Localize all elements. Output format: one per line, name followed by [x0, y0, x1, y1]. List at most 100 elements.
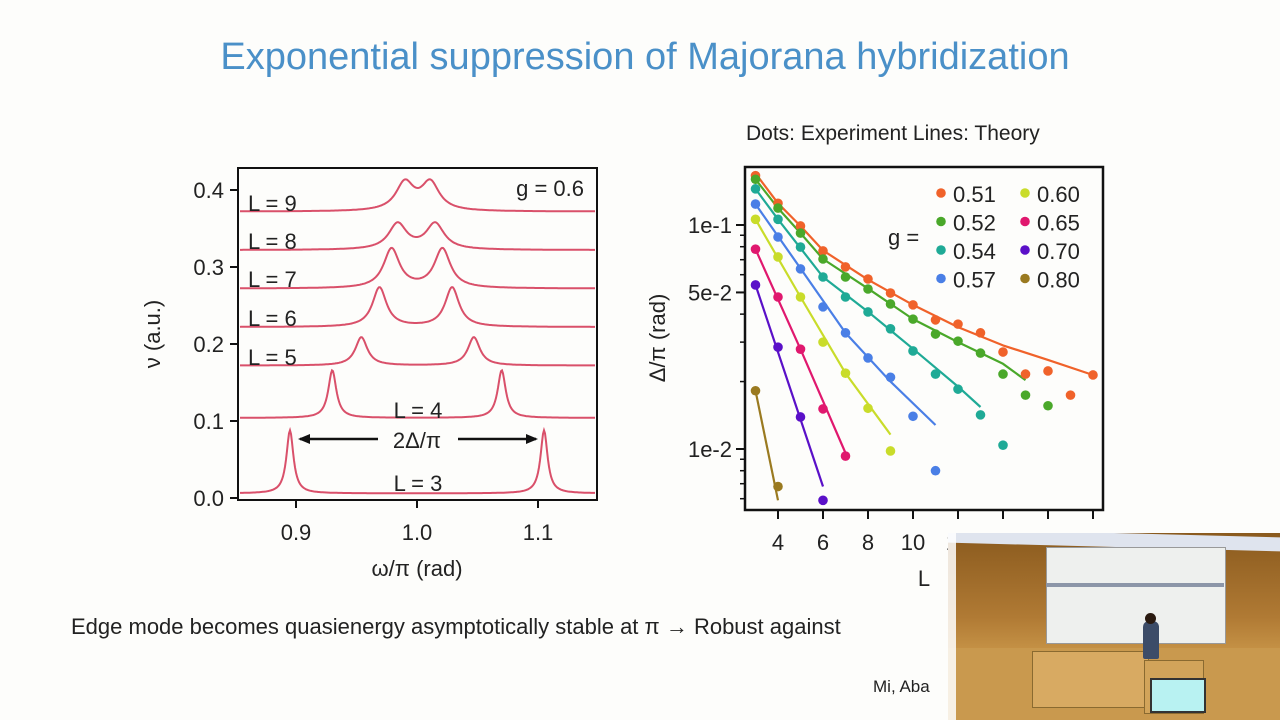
- data-point-g0.57: [818, 302, 828, 312]
- video-speaker-head: [1145, 613, 1156, 624]
- data-point-g0.57: [885, 372, 896, 383]
- data-point-g0.51: [795, 221, 806, 231]
- data-point-g0.60: [840, 368, 851, 378]
- data-point-g0.52: [818, 254, 828, 264]
- data-point-g0.60: [885, 446, 896, 456]
- data-point-g0.57: [908, 411, 918, 422]
- arrowhead-right: [526, 434, 538, 444]
- video-desk: [1032, 651, 1149, 708]
- data-point-g0.52: [840, 272, 851, 282]
- legend-label: 0.80: [1037, 268, 1080, 293]
- data-point-g0.51: [1088, 370, 1098, 380]
- data-point-g0.51: [908, 300, 918, 310]
- data-point-g0.51: [840, 262, 851, 272]
- x-tick-label: 10: [901, 530, 925, 555]
- video-whiteboard-rail: [1046, 583, 1224, 587]
- data-point-g0.57: [773, 232, 783, 242]
- series-label: L = 7: [248, 267, 297, 292]
- legend-marker: [936, 273, 946, 284]
- data-point-g0.52: [1043, 400, 1053, 411]
- theory-line-0.80: [754, 390, 780, 501]
- spectrum-line-6: [239, 285, 595, 328]
- data-point-g0.54: [998, 440, 1008, 450]
- data-point-g0.51: [1043, 366, 1053, 376]
- data-point-g0.70: [795, 412, 806, 422]
- x-tick-label: 1.0: [402, 520, 433, 545]
- y-tick-label: 0.4: [193, 178, 224, 203]
- y-tick-label: 1e-2: [688, 437, 732, 462]
- plot-frame: [743, 165, 1105, 512]
- data-point-g0.52: [773, 203, 783, 213]
- legend-label: 0.54: [953, 239, 996, 264]
- data-point-g0.52: [930, 329, 941, 339]
- data-point-g0.65: [750, 244, 761, 254]
- video-monitor: [1150, 678, 1206, 713]
- x-tick-label: 1.1: [523, 520, 554, 545]
- legend-marker: [1020, 216, 1030, 227]
- legend-label: 0.51: [953, 182, 996, 207]
- series-label: L = 6: [248, 306, 297, 331]
- citation: Mi, Aba: [873, 677, 930, 696]
- legend-title: g =: [888, 225, 919, 250]
- x-tick-label: 8: [862, 530, 874, 555]
- video-speaker: [1143, 621, 1159, 659]
- legend-marker: [1020, 188, 1030, 198]
- data-point-g0.57: [840, 328, 851, 338]
- data-point-g0.57: [750, 199, 761, 209]
- series-label: L = 9: [248, 191, 297, 216]
- splitting-chart: 1e-15e-21e-24681012141618LΔ/π (rad)g =0.…: [645, 165, 1105, 591]
- y-tick-label: 0.3: [193, 255, 224, 280]
- series-label: L = 8: [248, 229, 297, 254]
- data-point-g0.51: [998, 347, 1008, 357]
- legend-label: 0.65: [1037, 211, 1080, 236]
- data-point-g0.52: [908, 314, 918, 324]
- data-point-g0.54: [953, 384, 963, 394]
- x-axis-label: L: [918, 566, 930, 591]
- spectrum-line-4: [240, 368, 595, 419]
- legend-label: 0.57: [953, 268, 996, 293]
- data-point-g0.54: [863, 307, 873, 317]
- x-tick-label: 0.9: [281, 520, 312, 545]
- data-point-g0.54: [795, 242, 806, 252]
- data-point-g0.52: [975, 348, 986, 358]
- data-point-g0.60: [795, 292, 806, 302]
- x-tick-label: 4: [772, 530, 784, 555]
- data-point-g0.54: [750, 184, 761, 194]
- data-point-g0.52: [885, 299, 896, 309]
- data-point-g0.54: [975, 410, 986, 420]
- data-point-g0.51: [863, 274, 873, 284]
- data-point-g0.54: [818, 272, 828, 282]
- data-point-g0.52: [998, 369, 1008, 379]
- y-tick-label: 0.0: [193, 486, 224, 511]
- legend-marker: [1020, 245, 1030, 255]
- data-point-g0.65: [840, 451, 851, 461]
- spectrum-line-5: [240, 335, 595, 367]
- legend-marker: [1020, 273, 1030, 284]
- data-point-g0.51: [885, 288, 896, 298]
- data-point-g0.52: [953, 336, 963, 346]
- data-point-g0.65: [818, 404, 828, 414]
- theory-line-0.70: [754, 284, 825, 487]
- data-point-g0.54: [885, 324, 896, 334]
- slide-title: Exponential suppression of Majorana hybr…: [220, 36, 1070, 78]
- data-point-g0.70: [818, 495, 828, 506]
- data-point-g0.60: [863, 403, 873, 414]
- slide-caption: Edge mode becomes quasienergy asymptotic…: [71, 614, 841, 639]
- legend-marker: [936, 188, 946, 198]
- data-point-g0.80: [773, 481, 783, 492]
- speaker-video-inset: [948, 533, 1280, 720]
- spectrum-line-3: [240, 426, 595, 495]
- video-border: [948, 533, 956, 720]
- data-point-g0.80: [750, 385, 761, 396]
- data-point-g0.57: [795, 264, 806, 274]
- legend-label: 0.70: [1037, 239, 1080, 264]
- y-tick-label: 5e-2: [688, 280, 732, 305]
- data-point-g0.51: [953, 319, 963, 329]
- data-point-g0.51: [930, 315, 941, 325]
- spectra-chart: L = 3 L = 4 L = 5 L = 6 L = 7 L = 8 L = 9 g = 0…: [140, 167, 598, 581]
- y-axis-label: ν (a.u.): [140, 300, 165, 368]
- g-annotation: g = 0.6: [516, 176, 584, 201]
- x-tick-label: 6: [817, 530, 829, 555]
- gap-annotation: 2Δ/π: [393, 428, 441, 453]
- data-point-g0.70: [750, 280, 761, 290]
